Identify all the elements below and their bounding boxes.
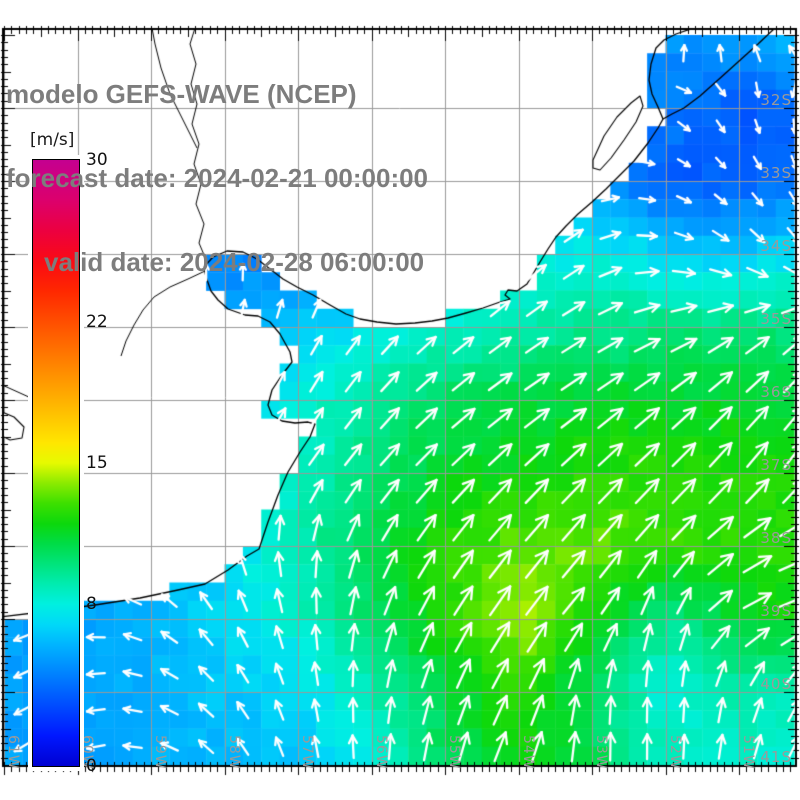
colorbar-tick-label: 22 [86, 311, 108, 332]
lat-label-40S: 40S [760, 675, 792, 693]
colorbar-gradient [32, 159, 80, 767]
lat-label-39S: 39S [760, 602, 792, 620]
lat-label-38S: 38S [760, 529, 792, 547]
lon-label-53W: 53W [593, 735, 609, 770]
lat-label-32S: 32S [760, 91, 792, 109]
lat-label-37S: 37S [760, 456, 792, 474]
colorbar-tick-label: 30 [86, 150, 108, 170]
lon-label-56W: 56W [372, 735, 389, 770]
lon-label-54W: 54W [519, 735, 536, 770]
colorbar-unit-label: [m/s] [30, 130, 75, 150]
lon-label-58W: 58W [225, 735, 242, 770]
lon-label-52W: 52W [666, 735, 683, 770]
colorbar-tick-label: 15 [86, 453, 108, 473]
valid-date-line: valid date: 2024-02-28 06:00:00 [44, 247, 425, 277]
lon-label-61W: 61W [5, 735, 21, 770]
lat-label-36S: 36S [760, 383, 792, 401]
title-block: modelo GEFS-WAVE (NCEP) forecast date: 2… [6, 24, 428, 332]
lat-label-33S: 33S [760, 164, 792, 182]
lat-label-35S: 35S [760, 310, 792, 328]
lat-label-34S: 34S [760, 237, 792, 255]
model-title: modelo GEFS-WAVE (NCEP) [6, 79, 357, 109]
lon-label-51W: 51W [740, 735, 756, 770]
lat-label-41S: 41S [760, 748, 792, 766]
colorbar-tick-label: 8 [86, 594, 97, 615]
forecast-date-line: forecast date: 2024-02-21 00:00:00 [6, 163, 429, 193]
lon-label-59W: 59W [152, 735, 168, 770]
lon-label-57W: 57W [299, 735, 315, 770]
colorbar-tick-label: 0 [86, 756, 97, 776]
lon-label-55W: 55W [446, 735, 462, 770]
